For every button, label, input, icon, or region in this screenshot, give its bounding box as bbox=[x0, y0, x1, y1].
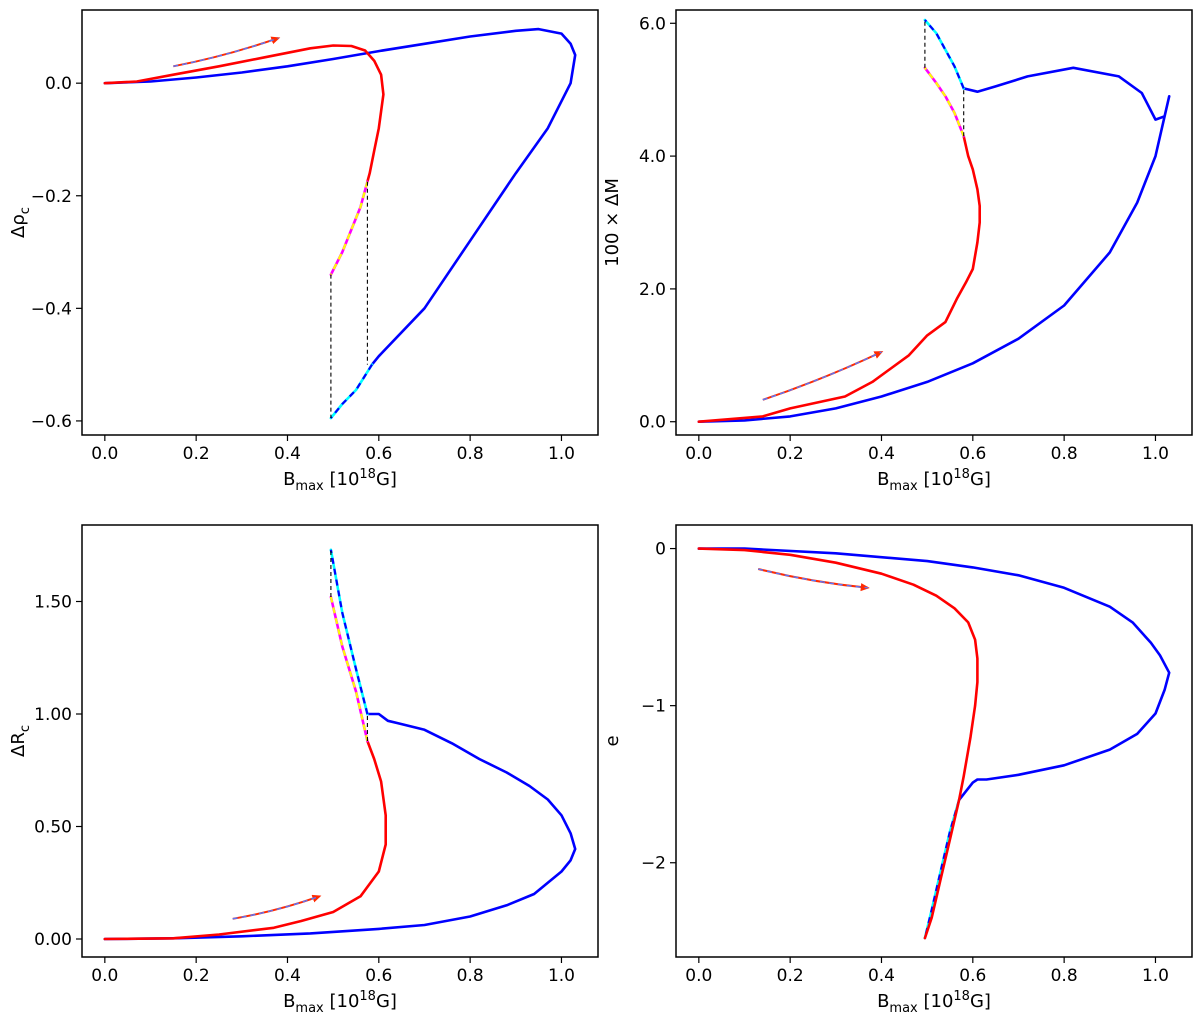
x-tick-label: 0.0 bbox=[91, 966, 118, 986]
x-tick-label: 0.8 bbox=[457, 966, 484, 986]
y-tick-label: 0.0 bbox=[639, 413, 666, 433]
series-line-0 bbox=[697, 547, 1171, 802]
direction-arrow-overlay bbox=[762, 351, 882, 401]
x-tick-label: 0.4 bbox=[274, 966, 301, 986]
x-tick-label: 0.6 bbox=[959, 966, 986, 986]
y-tick-label: 2.0 bbox=[639, 280, 666, 300]
series-line-4 bbox=[923, 66, 965, 138]
panel-eccentricity: 0.0 0.2 0.4 0.6 0.8 1.0 0 −1 −2 Bmax [1018G] e bbox=[602, 524, 1193, 1014]
plot-frame bbox=[81, 524, 599, 958]
direction-arrow bbox=[173, 36, 281, 68]
series-line-2 bbox=[923, 799, 961, 939]
y-axis-label: e bbox=[602, 735, 623, 746]
y-tick-label: 1.50 bbox=[34, 593, 72, 613]
x-tick-label: 1.0 bbox=[548, 444, 575, 464]
y-tick-label: −2 bbox=[641, 854, 666, 874]
x-axis-label: Bmax [1018G] bbox=[283, 989, 397, 1014]
series-line-5 bbox=[329, 596, 369, 742]
x-tick-label: 0.2 bbox=[777, 444, 804, 464]
direction-arrow bbox=[757, 568, 870, 592]
y-tick-label: 1.00 bbox=[34, 705, 72, 725]
series-line-5 bbox=[329, 181, 369, 276]
x-tick-label: 0.2 bbox=[183, 966, 210, 986]
x-tick-label: 0.6 bbox=[959, 444, 986, 464]
series-line-4 bbox=[329, 180, 369, 276]
y-tick-label: 0.00 bbox=[34, 930, 72, 950]
series-line-0 bbox=[697, 66, 1171, 423]
direction-arrow-overlay bbox=[758, 568, 868, 589]
y-axis-label: ΔRc bbox=[8, 725, 33, 757]
x-tick-label: 0.0 bbox=[685, 966, 712, 986]
panel-delta-mass: 0.0 0.2 0.4 0.6 0.8 1.0 0.0 2.0 4.0 6.0 Bmax [1018… bbox=[602, 9, 1193, 494]
x-axis-label: Bmax [1018G] bbox=[283, 467, 397, 494]
series-line-3 bbox=[697, 134, 981, 423]
y-tick-label: 4.0 bbox=[639, 147, 666, 167]
y-tick-label: 0.0 bbox=[45, 74, 72, 94]
y-tick-label: −0.2 bbox=[31, 187, 72, 207]
series-line-0 bbox=[103, 712, 577, 941]
x-tick-label: 1.0 bbox=[1142, 966, 1169, 986]
x-tick-label: 0.2 bbox=[777, 966, 804, 986]
x-tick-label: 0.2 bbox=[183, 444, 210, 464]
x-tick-label: 0.0 bbox=[91, 444, 118, 464]
y-tick-label: 0.50 bbox=[34, 818, 72, 838]
series-line-5 bbox=[924, 67, 965, 137]
x-tick-label: 0.4 bbox=[868, 444, 895, 464]
x-axis-label: Bmax [1018G] bbox=[877, 989, 991, 1014]
series-line-2 bbox=[329, 549, 369, 715]
x-tick-label: 0.8 bbox=[457, 444, 484, 464]
series-line-3 bbox=[697, 547, 979, 940]
series-line-3 bbox=[103, 739, 387, 941]
x-tick-label: 1.0 bbox=[548, 966, 575, 986]
direction-arrow bbox=[762, 351, 884, 401]
y-tick-label: 0 bbox=[655, 540, 666, 560]
panel-delta-rho-c: 0.0 0.2 0.4 0.6 0.8 1.0 0.0 −0.2 −0.4 −0.6 Bmax [1… bbox=[8, 9, 599, 494]
x-axis-label: Bmax [1018G] bbox=[877, 467, 991, 494]
x-tick-label: 0.4 bbox=[868, 966, 895, 986]
x-tick-label: 0.4 bbox=[274, 444, 301, 464]
y-axis-label: Δρc bbox=[8, 207, 33, 238]
x-tick-label: 0.8 bbox=[1051, 444, 1078, 464]
direction-arrow-overlay bbox=[173, 37, 279, 67]
x-tick-label: 0.6 bbox=[365, 966, 392, 986]
y-axis-label: 100 × ΔM bbox=[602, 178, 623, 267]
series-line-3 bbox=[103, 44, 385, 183]
series-line-2 bbox=[330, 364, 373, 419]
direction-arrow bbox=[232, 894, 322, 920]
series-line-1 bbox=[923, 18, 965, 90]
panel-delta-radius: 0.0 0.2 0.4 0.6 0.8 1.0 0.00 0.50 1.00 1.50 Bmax [… bbox=[8, 524, 599, 1014]
series-line-0 bbox=[103, 27, 577, 366]
plot-frame bbox=[675, 9, 1193, 436]
y-tick-label: −0.4 bbox=[31, 299, 72, 319]
plot-frame bbox=[675, 524, 1193, 958]
x-tick-label: 0.8 bbox=[1051, 966, 1078, 986]
x-tick-label: 0.6 bbox=[365, 444, 392, 464]
series-line-2 bbox=[924, 19, 965, 89]
x-tick-label: 0.0 bbox=[685, 444, 712, 464]
y-tick-label: −0.6 bbox=[31, 412, 72, 432]
y-tick-label: −1 bbox=[641, 697, 666, 717]
x-tick-label: 1.0 bbox=[1142, 444, 1169, 464]
y-tick-label: 6.0 bbox=[639, 14, 666, 34]
plot-frame bbox=[81, 9, 599, 436]
